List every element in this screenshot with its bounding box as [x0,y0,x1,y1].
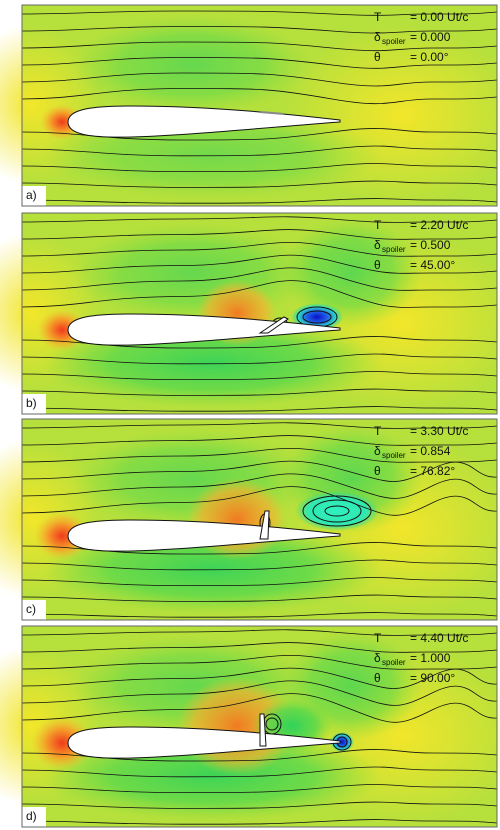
legend-symbol: T [374,424,382,438]
legend-value: = 4.40 Ut/c [410,631,468,645]
legend-subscript: spoiler [382,658,406,667]
legend-subscript: spoiler [382,37,406,46]
legend-subscript: spoiler [382,245,406,254]
panel-label: b) [26,396,37,410]
pressure-region [187,478,287,560]
legend-value: = 1.000 [410,651,451,665]
legend-symbol: δ [374,651,381,665]
figure: T= 0.00 Ut/cδspoiler= 0.000θ= 0.00°a)T= … [0,0,500,830]
legend-symbol: δ [374,238,381,252]
legend-symbol: T [374,10,382,24]
legend-value: = 0.00 Ut/c [410,10,468,24]
legend-symbol: θ [374,258,381,272]
legend-value: = 90.00° [410,671,455,685]
panel-label: a) [26,188,37,202]
legend-value: = 2.20 Ut/c [410,218,468,232]
panel: T = 0.00 Ut/c δspoiler = 0.000 θ = 0.00° a) [0,5,500,219]
legend-symbol: δ [374,30,381,44]
legend-symbol: T [374,218,382,232]
legend-value: = 0.500 [410,238,451,252]
legend-value: = 76.82° [410,464,455,478]
legend-symbol: T [374,631,382,645]
legend-value: = 3.30 Ut/c [410,424,468,438]
legend-symbol: θ [374,464,381,478]
panel-label: c) [26,602,36,616]
green-region [72,15,312,115]
legend-symbol: θ [374,50,381,64]
legend-value: = 0.000 [410,30,451,44]
legend-subscript: spoiler [382,451,406,460]
panel-label: d) [26,809,37,823]
legend-value: = 0.00° [410,50,449,64]
legend-symbol: δ [374,444,381,458]
legend-value: = 0.854 [410,444,451,458]
legend-symbol: θ [374,671,381,685]
legend-value: = 45.00° [410,258,455,272]
